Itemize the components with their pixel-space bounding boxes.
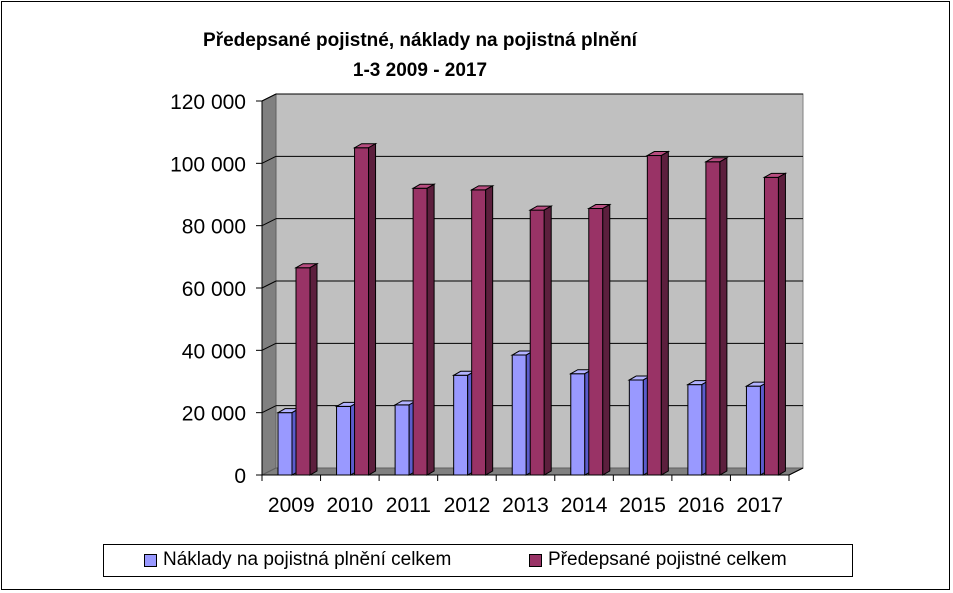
- bar-predepsane: [295, 267, 311, 476]
- bar-naklady: [570, 373, 586, 476]
- legend-item-predepsane: Předepsané pojistné celkem: [529, 549, 787, 571]
- bar-predepsane: [354, 147, 370, 476]
- bar-predepsane: [763, 176, 779, 476]
- y-tick-label: 80 000: [182, 216, 246, 239]
- x-tick-label: 2012: [444, 494, 491, 517]
- x-tick-label: 2017: [736, 494, 783, 517]
- bar-naklady: [511, 354, 527, 476]
- x-tick-label: 2009: [268, 494, 315, 517]
- gridline-depth: [261, 405, 277, 414]
- bar-naklady: [277, 412, 293, 476]
- bar-predepsane: [412, 187, 428, 476]
- y-tick-label: 120 000: [170, 91, 246, 114]
- x-tick-label: 2010: [326, 494, 373, 517]
- x-tick-label: 2014: [561, 494, 608, 517]
- bar-predepsane: [471, 189, 487, 476]
- bar-predepsane: [705, 161, 721, 476]
- gridline-depth: [261, 155, 277, 164]
- bar-side: [660, 150, 669, 476]
- legend-label-predepsane: Předepsané pojistné celkem: [548, 549, 787, 570]
- bar-naklady: [453, 374, 469, 476]
- legend-item-naklady: Náklady na pojistná plnění celkem: [144, 549, 451, 571]
- bar-side: [602, 203, 611, 476]
- x-tick-label: 2016: [678, 494, 725, 517]
- chart-title: Předepsané pojistné, náklady na pojistná…: [160, 26, 680, 86]
- bar-side: [368, 142, 377, 476]
- x-tick-label: 2011: [386, 494, 431, 517]
- legend-label-naklady: Náklady na pojistná plnění celkem: [163, 549, 452, 570]
- y-tick-label: 0: [234, 465, 246, 488]
- bar-side: [485, 184, 494, 476]
- bar-naklady: [745, 385, 761, 476]
- x-tick-label: 2015: [619, 494, 666, 517]
- bar-predepsane: [529, 209, 545, 476]
- legend: Náklady na pojistná plnění celkem Předep…: [103, 544, 853, 577]
- bar-naklady: [336, 405, 352, 476]
- bar-side: [426, 183, 435, 476]
- chart-title-line1: Předepsané pojistné, náklady na pojistná…: [203, 30, 637, 51]
- bar-naklady: [687, 384, 703, 476]
- gridline-depth: [261, 280, 277, 289]
- y-tick-label: 60 000: [182, 278, 246, 301]
- x-axis-depth: [788, 467, 804, 476]
- gridline-depth: [261, 342, 277, 351]
- bar-side: [309, 262, 318, 476]
- legend-swatch-naklady: [144, 553, 157, 567]
- gridline-depth: [261, 218, 277, 227]
- gridline-depth: [261, 93, 277, 102]
- bar-side: [777, 172, 786, 476]
- y-tick-label: 40 000: [182, 340, 246, 363]
- bar-predepsane: [646, 155, 662, 476]
- legend-swatch-predepsane: [529, 553, 542, 567]
- chart-title-line2: 1-3 2009 - 2017: [352, 60, 488, 81]
- bar-side: [543, 205, 552, 476]
- x-tick-label: 2013: [502, 494, 549, 517]
- y-tick-label: 100 000: [170, 153, 246, 176]
- bar-naklady: [394, 404, 410, 476]
- y-tick-label: 20 000: [182, 403, 246, 426]
- bar-side: [719, 156, 728, 476]
- bar-predepsane: [588, 208, 604, 476]
- bar-naklady: [628, 379, 644, 476]
